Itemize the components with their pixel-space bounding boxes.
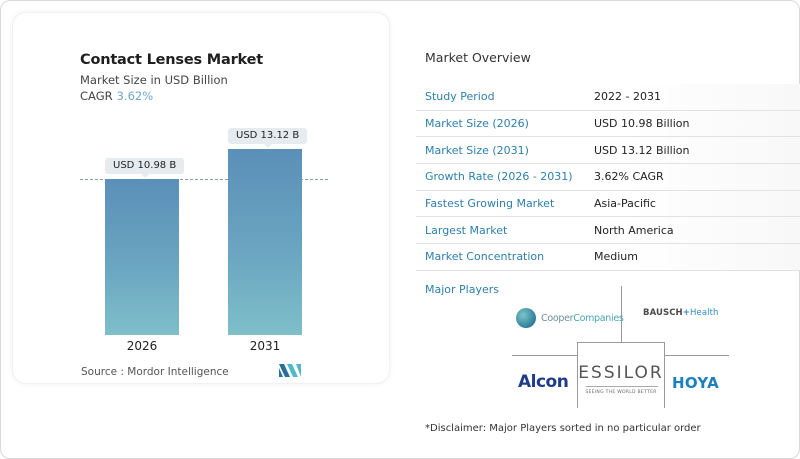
row-value: North America (594, 223, 674, 237)
source-text: Source : Mordor Intelligence (81, 366, 229, 378)
disclaimer-text: *Disclaimer: Major Players sorted in no … (425, 423, 701, 434)
major-players-title: Major Players (425, 283, 499, 296)
essilor-wordmark: ESSILOR (578, 363, 664, 383)
row-key: Largest Market (425, 223, 508, 237)
overview-row-concentration: Market Concentration Medium (416, 244, 800, 271)
logo-hoya: HOYA (672, 374, 720, 392)
cooper-globe-icon (516, 308, 536, 328)
row-key: Fastest Growing Market (425, 197, 555, 211)
overview-row-growth-rate: Growth Rate (2026 - 2031) 3.62% CAGR (416, 164, 800, 191)
overview-row-largest-market: Largest Market North America (416, 217, 800, 245)
overview-row-study-period: Study Period 2022 - 2031 (416, 84, 800, 111)
bar-2031 (228, 149, 302, 335)
players-divider-vertical (621, 286, 622, 342)
x-label-2026: 2026 (126, 339, 158, 353)
cagr-value: 3.62% (116, 89, 154, 103)
chart-title: Contact Lenses Market (80, 52, 263, 68)
row-key: Market Size (2031) (425, 143, 529, 157)
cooper-text: Cooper (541, 312, 574, 324)
cagr-line: CAGR 3.62% (80, 89, 153, 103)
row-key: Market Concentration (425, 250, 545, 264)
bar-label-2026: USD 10.98 B (105, 158, 185, 178)
chart-card (12, 12, 390, 384)
row-key: Study Period (425, 90, 495, 104)
logo-cooper-companies: CooperCompanies (516, 308, 624, 328)
row-value: Medium (594, 250, 638, 264)
row-value: 3.62% CAGR (594, 170, 664, 184)
logo-bausch-health: BAUSCH+Health (643, 308, 719, 318)
health-text: Health (690, 308, 719, 318)
players-divider-right (665, 355, 729, 356)
row-value: USD 10.98 Billion (594, 117, 690, 131)
overview-table: Study Period 2022 - 2031 Market Size (20… (416, 84, 800, 271)
bar-2026 (105, 179, 179, 335)
players-divider-left (512, 355, 577, 356)
row-key: Growth Rate (2026 - 2031) (425, 170, 573, 184)
essilor-tagline: SEEING THE WORLD BETTER (585, 390, 657, 395)
x-label-2031: 2031 (249, 339, 281, 353)
logo-alcon: Alcon (518, 372, 569, 392)
bausch-text: BAUSCH (643, 308, 683, 318)
row-value: 2022 - 2031 (594, 90, 661, 104)
row-value: USD 13.12 Billion (594, 143, 690, 157)
logo-essilor: ESSILOR SEEING THE WORLD BETTER (577, 342, 665, 408)
bar-label-2031: USD 13.12 B (228, 128, 308, 148)
mordor-intelligence-logo-icon (279, 364, 301, 377)
essilor-rule (586, 386, 658, 387)
overview-title: Market Overview (425, 50, 531, 65)
overview-row-market-size-2031: Market Size (2031) USD 13.12 Billion (416, 137, 800, 165)
cagr-label: CAGR (80, 89, 113, 103)
chart-subtitle: Market Size in USD Billion (80, 73, 228, 87)
overview-row-market-size-2026: Market Size (2026) USD 10.98 Billion (416, 110, 800, 138)
row-key: Market Size (2026) (425, 117, 529, 131)
overview-row-fastest-growing: Fastest Growing Market Asia-Pacific (416, 190, 800, 218)
reference-dashed-line (80, 179, 328, 180)
companies-text: Companies (573, 312, 624, 324)
row-value: Asia-Pacific (594, 197, 656, 211)
